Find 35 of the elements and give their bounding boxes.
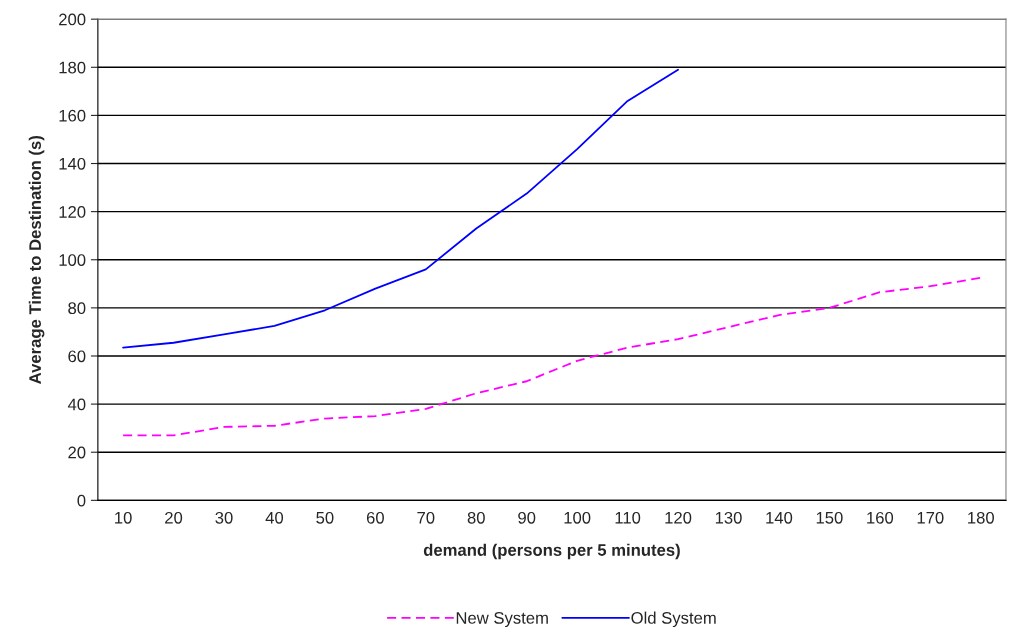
x-tick-label: 120 <box>665 511 692 524</box>
x-tick-label: 110 <box>615 511 641 524</box>
x-tick-label: 90 <box>518 511 536 524</box>
line-series <box>122 276 982 437</box>
x-tick-label: 150 <box>816 511 843 524</box>
y-tick-label: 20 <box>68 446 86 459</box>
y-tick-label: 140 <box>59 157 86 170</box>
x-tick-label: 50 <box>316 511 334 524</box>
y-tick-label: 180 <box>59 61 86 74</box>
x-tick-label: 40 <box>265 511 284 524</box>
x-tick-label: 20 <box>165 511 183 524</box>
y-tick-label: 160 <box>59 109 86 122</box>
y-axis-title: Average Time to Destination (s) <box>28 136 45 384</box>
y-tick-label: 120 <box>59 206 86 218</box>
legend-label: New System <box>456 612 548 628</box>
x-axis-title: demand (persons per 5 minutes) <box>423 543 680 560</box>
x-tick-label: 80 <box>467 511 485 524</box>
x-tick-label: 100 <box>564 511 591 524</box>
y-tick-label: 60 <box>68 350 86 363</box>
y-tick-label: 100 <box>59 254 86 266</box>
x-tick-label: 140 <box>766 511 793 524</box>
x-tick-label: 130 <box>715 511 742 524</box>
legend-label: Old System <box>631 611 716 628</box>
x-tick-label: 30 <box>215 511 233 524</box>
x-tick-label: 70 <box>417 511 435 524</box>
y-tick-label: 0 <box>77 494 86 507</box>
y-tick-label: 40 <box>67 398 86 411</box>
x-tick-label: 170 <box>917 511 944 524</box>
x-tick-label: 60 <box>366 511 384 524</box>
y-tick-label: 200 <box>59 13 86 26</box>
x-tick-label: 10 <box>115 511 132 524</box>
x-tick-label: 160 <box>867 511 894 524</box>
x-tick-label: 180 <box>968 511 994 524</box>
line-series <box>122 68 679 349</box>
y-tick-label: 80 <box>68 302 86 315</box>
